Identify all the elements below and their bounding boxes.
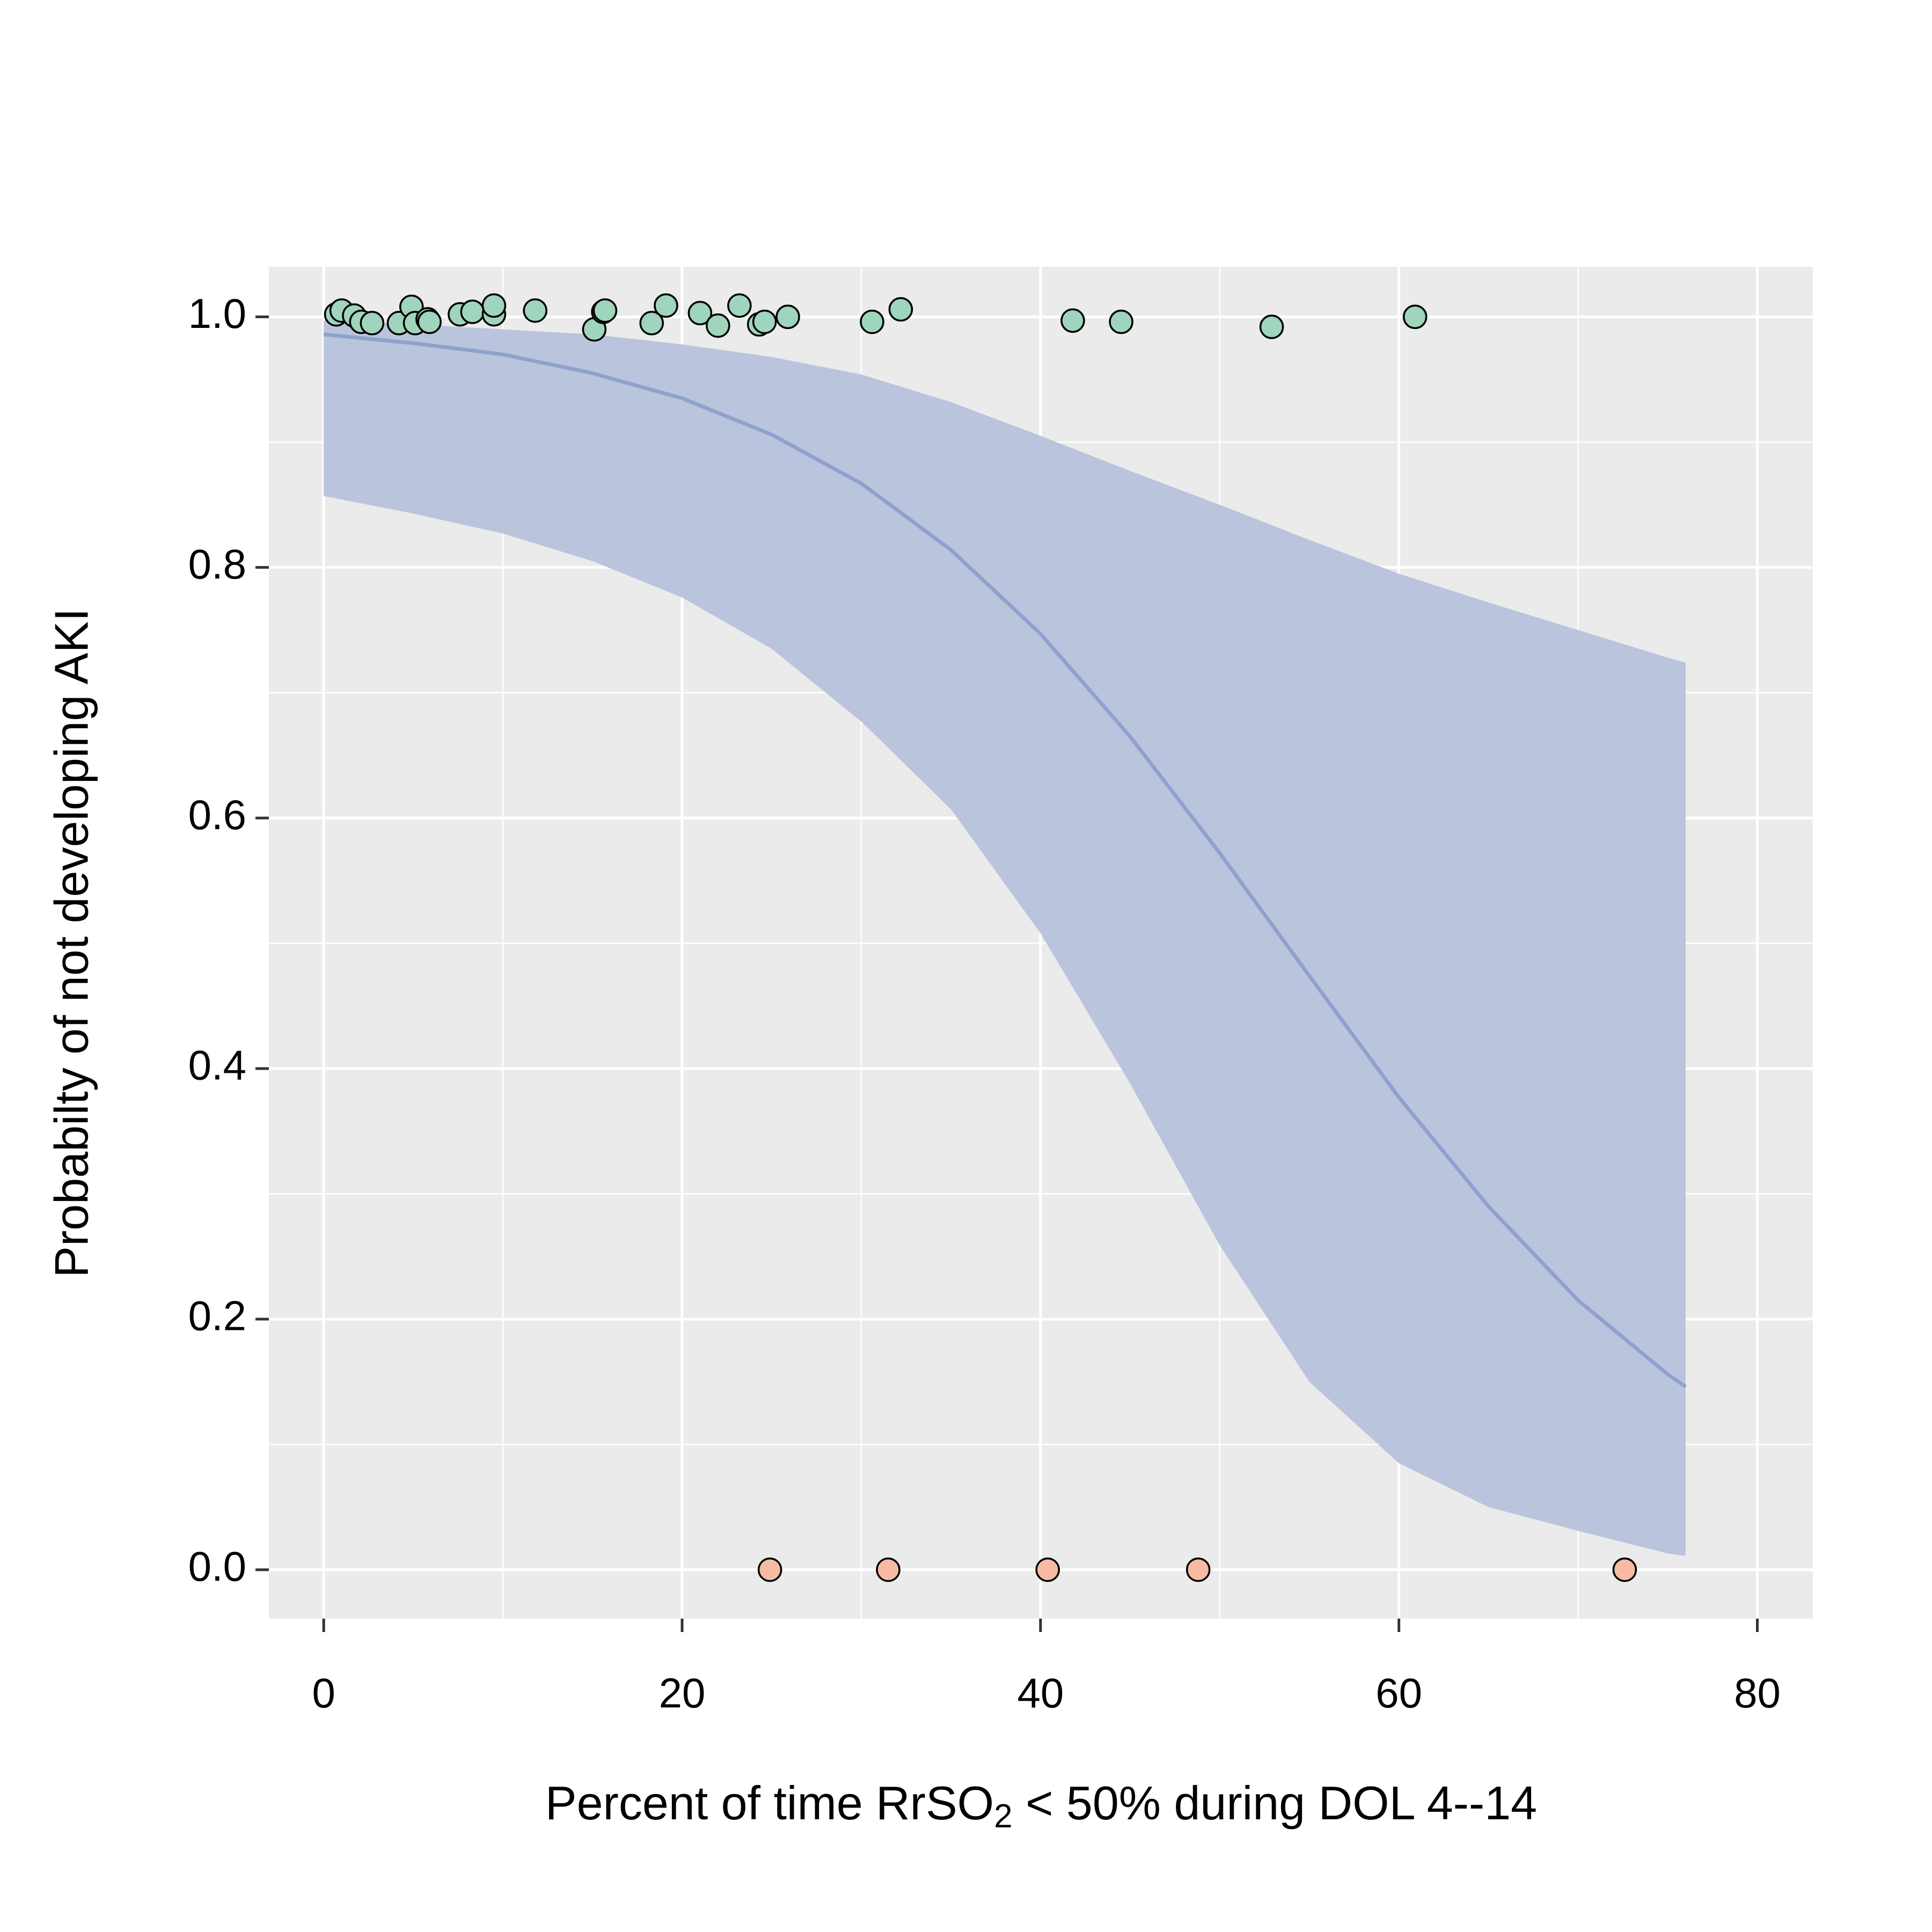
point	[752, 309, 777, 334]
point	[775, 304, 800, 330]
x-tick-label: 0	[312, 1670, 335, 1717]
y-tick-label: 0.8	[188, 540, 246, 588]
point	[727, 293, 752, 318]
y-tick-label: 0.2	[188, 1292, 246, 1340]
point	[360, 311, 385, 335]
fit-line	[323, 332, 1687, 1388]
x-label-part: < 50% during DOL 4--14	[1013, 1776, 1538, 1829]
point	[888, 297, 913, 322]
y-tick-label: 0.4	[188, 1042, 246, 1089]
point	[1612, 1557, 1637, 1582]
x-label-part: Percent of time RrSO	[545, 1776, 994, 1829]
point	[1060, 308, 1085, 333]
y-tick-label: 0.6	[188, 791, 246, 838]
x-tick-label: 60	[1375, 1670, 1422, 1717]
x-tick-label: 20	[659, 1670, 706, 1717]
point	[1259, 314, 1284, 339]
point	[1109, 309, 1133, 334]
point	[523, 298, 547, 323]
y-tick-label: 0.0	[188, 1543, 246, 1590]
x-axis-label: Percent of time RrSO2 < 50% during DOL 4…	[545, 1776, 1537, 1835]
point	[1402, 304, 1428, 330]
point	[417, 309, 442, 334]
point	[757, 1557, 782, 1582]
y-tick-label: 1.0	[188, 290, 246, 337]
point	[706, 313, 730, 338]
x-tick-label: 80	[1734, 1670, 1781, 1717]
point	[860, 309, 884, 334]
x-tick-label: 40	[1017, 1670, 1064, 1717]
point	[460, 299, 485, 324]
x-label-subscript: 2	[994, 1798, 1012, 1835]
point	[481, 293, 507, 318]
point	[1185, 1557, 1211, 1582]
point	[1035, 1557, 1060, 1582]
y-axis-label: Probabilty of not developing AKI	[45, 608, 98, 1278]
point	[592, 298, 618, 323]
point	[876, 1557, 901, 1582]
point	[639, 311, 664, 335]
confidence-band	[324, 320, 1686, 1556]
point	[687, 301, 713, 326]
point	[654, 293, 678, 318]
